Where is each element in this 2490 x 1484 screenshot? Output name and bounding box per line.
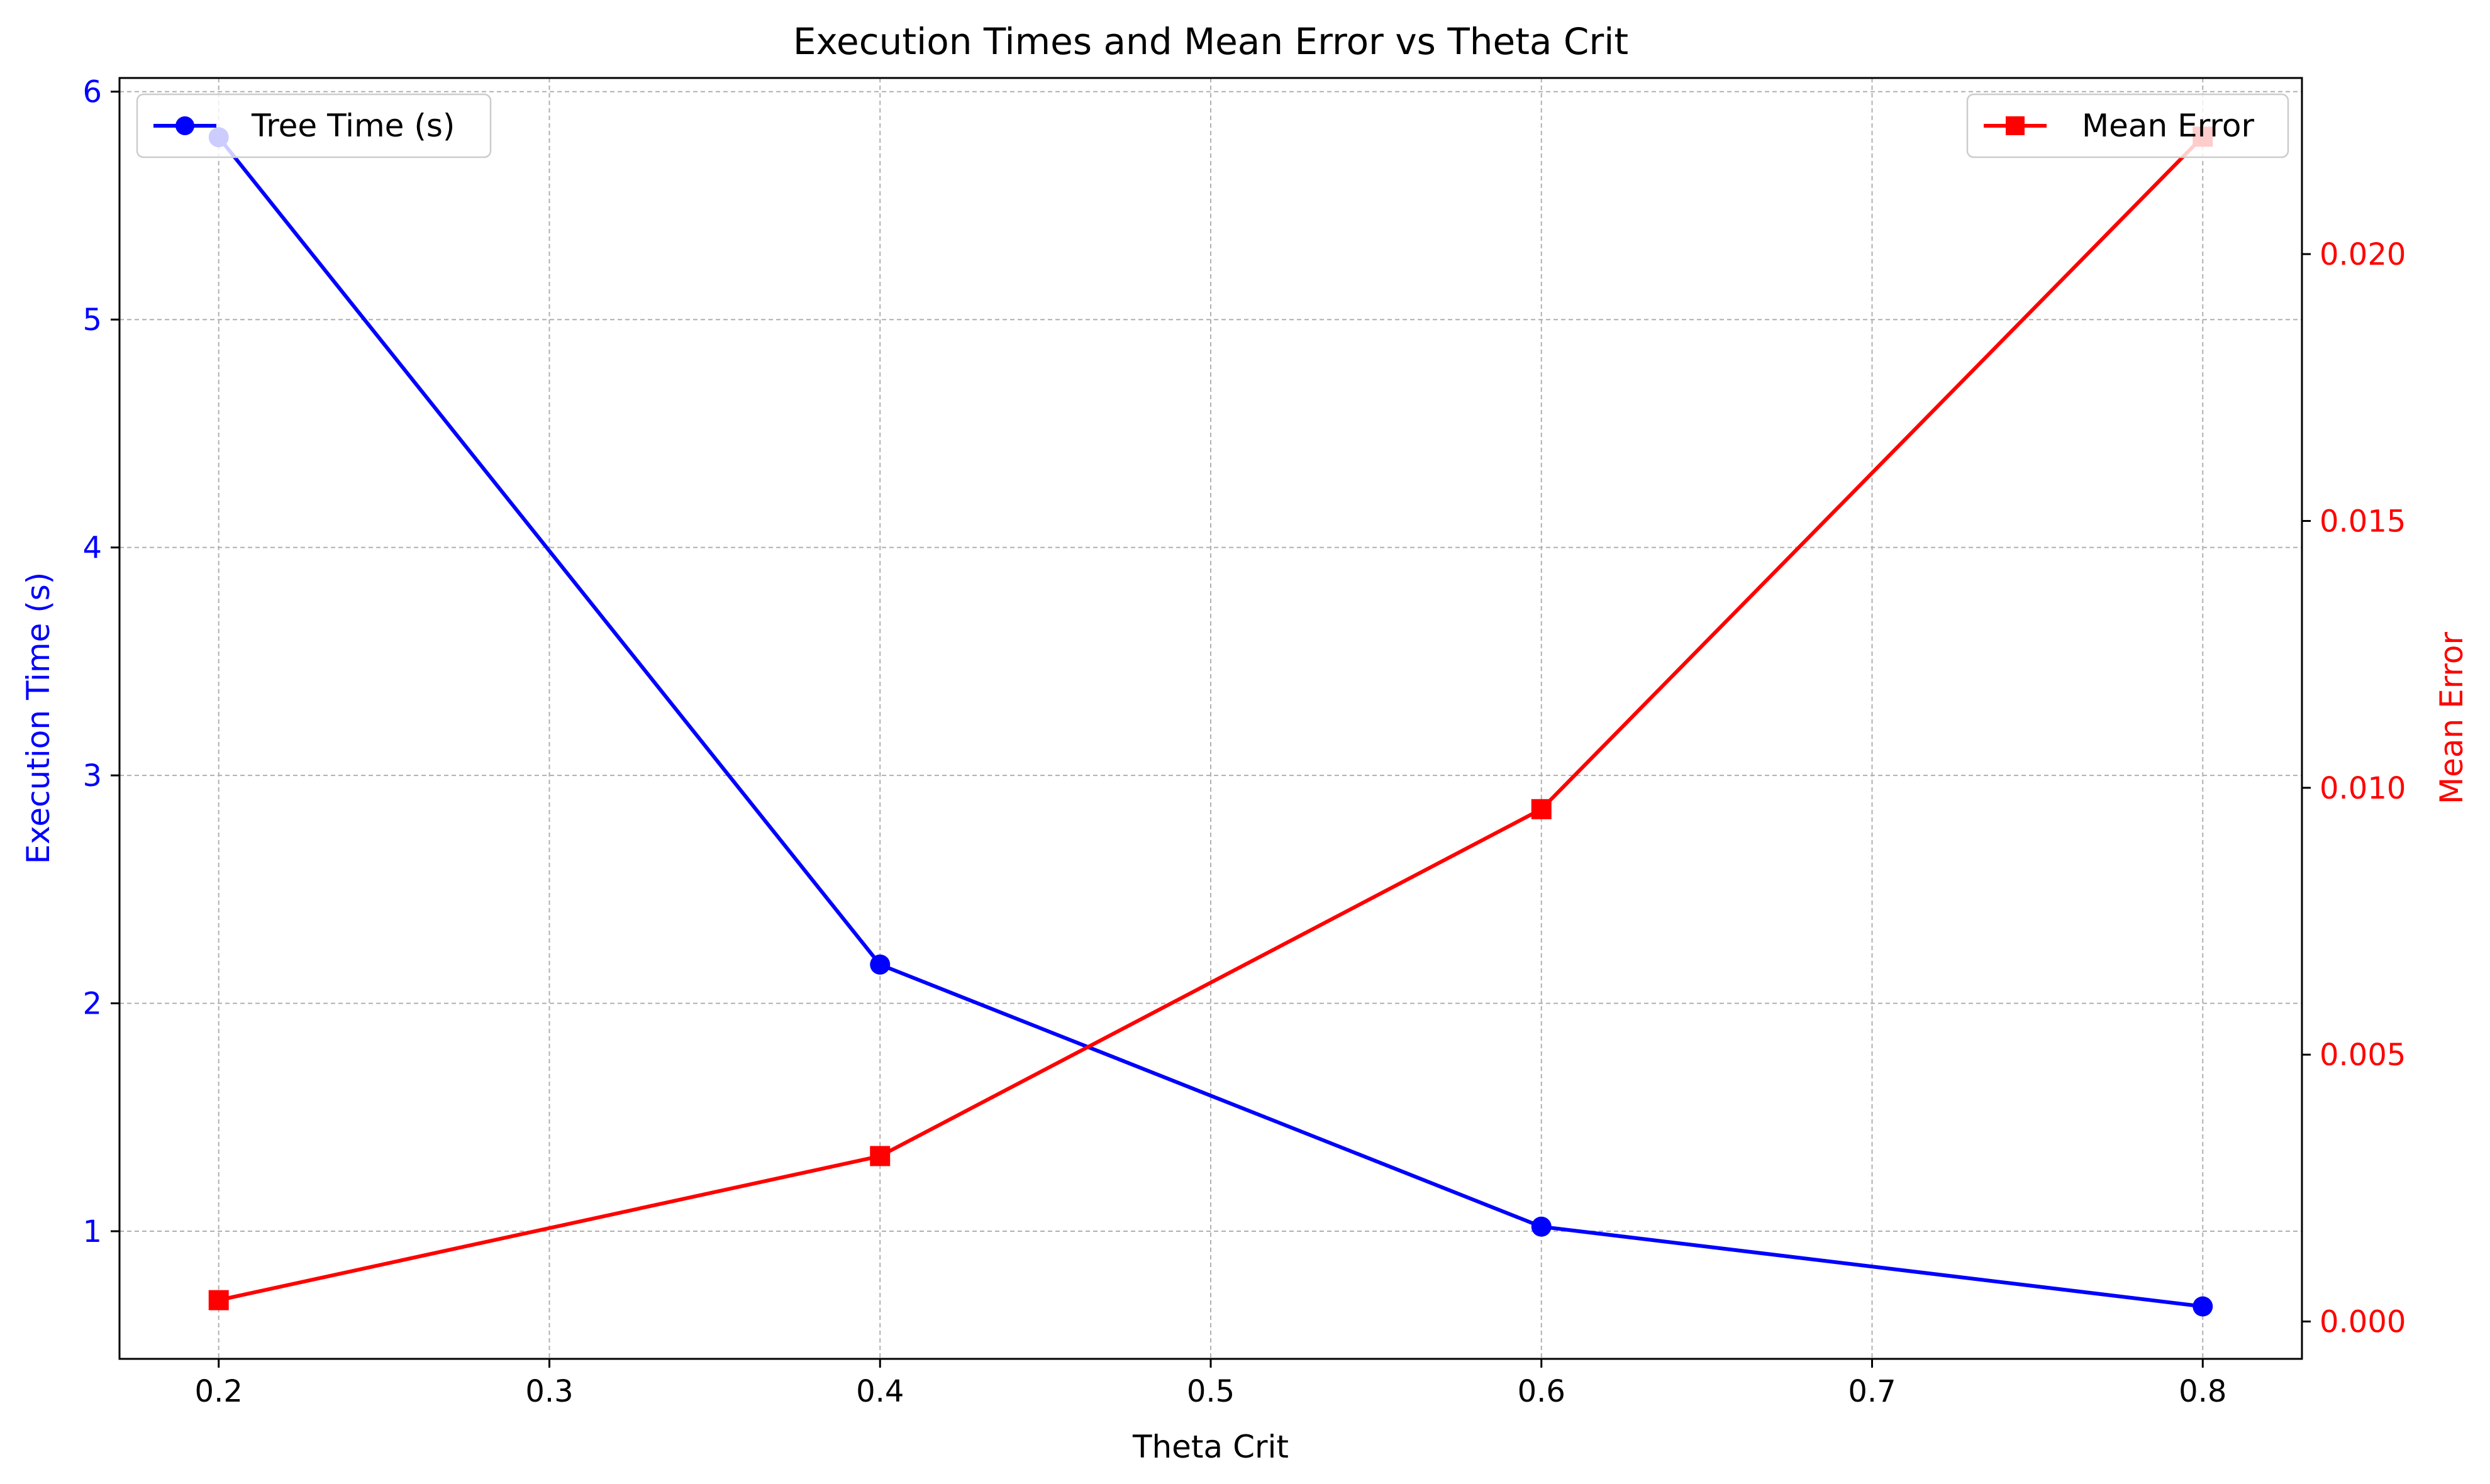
- legend-mean-error-label: Mean Error: [2082, 108, 2254, 144]
- series-mean-error-point: [208, 1290, 229, 1310]
- y-right-tick-label: 0.020: [2320, 237, 2406, 272]
- y-left-tick-label: 5: [82, 302, 102, 338]
- x-tick-label: 0.6: [1518, 1374, 1565, 1409]
- legend-tree-time-label: Tree Time (s): [251, 108, 455, 144]
- series-mean-error-point: [870, 1146, 891, 1166]
- y-right-tick-label: 0.000: [2320, 1305, 2406, 1340]
- y-right-tick-label: 0.005: [2320, 1038, 2406, 1073]
- series-mean-error-point: [1531, 799, 1552, 819]
- chart-title: Execution Times and Mean Error vs Theta …: [793, 20, 1628, 63]
- legend-mean-error-marker: [2006, 116, 2025, 135]
- series-tree-time-line: [217, 136, 2203, 1309]
- legend-tree-time: Tree Time (s): [136, 93, 492, 158]
- x-tick-label: 0.2: [195, 1374, 243, 1409]
- y-left-tick-label: 3: [82, 758, 102, 794]
- legend-mean-error: Mean Error: [1966, 93, 2289, 158]
- grid: [119, 78, 2302, 1359]
- y-axis-left-label: Execution Time (s): [20, 572, 57, 865]
- x-axis-label: Theta Crit: [1132, 1429, 1289, 1465]
- y-axis-right-label: Mean Error: [2433, 632, 2470, 804]
- legend-tree-time-marker: [175, 116, 194, 135]
- y-left-tick-label: 1: [82, 1214, 102, 1249]
- legend-tree-time-frame: [136, 93, 492, 158]
- y-left-tick-label: 6: [82, 75, 102, 110]
- series-tree-time-point: [2193, 1296, 2213, 1317]
- series-tree-time-point: [870, 954, 891, 975]
- x-tick-label: 0.8: [2179, 1374, 2226, 1409]
- series-mean-error-line: [218, 135, 2204, 1302]
- x-tick-label: 0.5: [1187, 1374, 1235, 1409]
- y-right-tick-label: 0.010: [2320, 771, 2406, 806]
- y-right-tick-label: 0.015: [2320, 504, 2406, 539]
- y-left-tick-label: 2: [82, 987, 102, 1022]
- x-tick-label: 0.3: [525, 1374, 573, 1409]
- y-left-tick-label: 4: [82, 531, 102, 566]
- axes: 0.2 0.3 0.4 0.5 0.6 0.7 0.8 1 2 3 4 5 6 0.000 0.005 0.0…: [82, 75, 2406, 1409]
- series-tree-time-point: [1531, 1216, 1552, 1237]
- x-tick-label: 0.4: [856, 1374, 904, 1409]
- x-tick-label: 0.7: [1848, 1374, 1896, 1409]
- legend-mean-error-frame: [1966, 93, 2289, 158]
